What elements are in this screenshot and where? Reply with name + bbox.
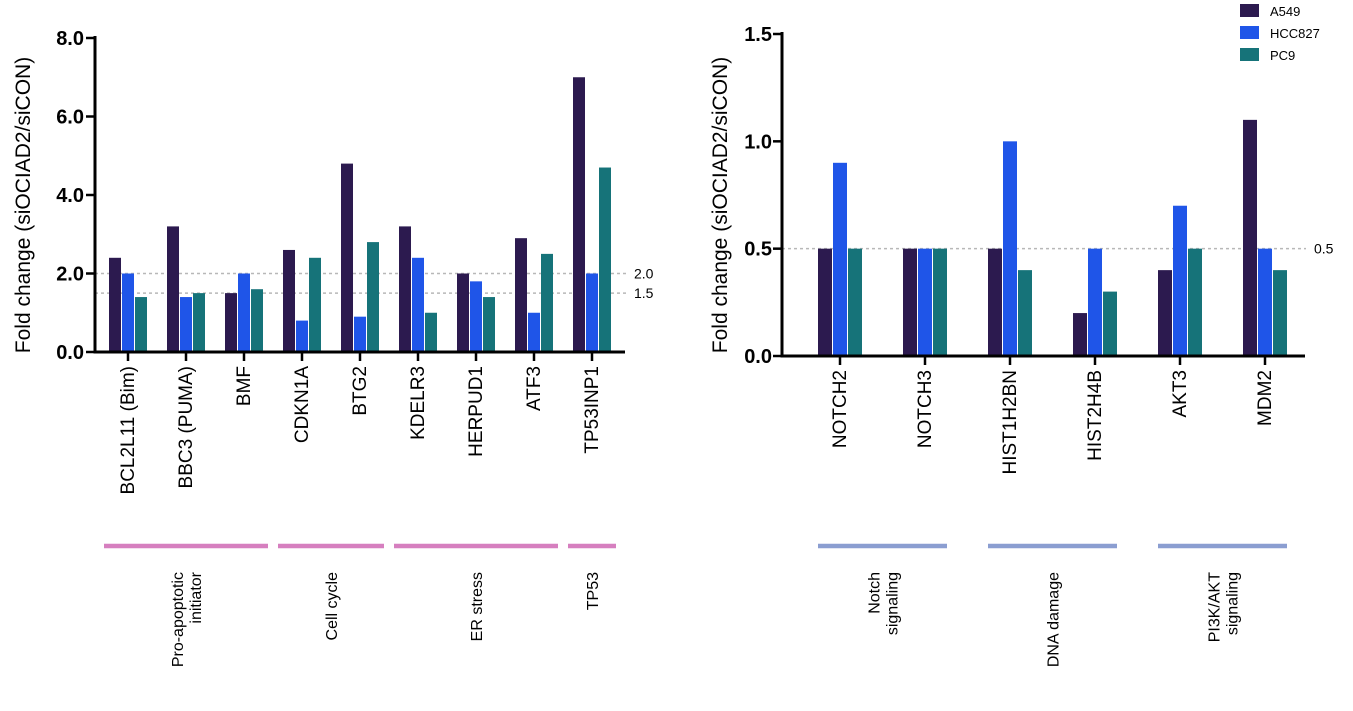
x-tick-label: BBC3 (PUMA): [176, 366, 197, 488]
y-tick-label: 2.0: [56, 264, 84, 286]
bar-pc9: [193, 293, 205, 352]
bar-a549: [988, 248, 1002, 356]
legend-label: A549: [1270, 4, 1300, 19]
legend-label: HCC827: [1270, 26, 1320, 41]
y-tick-label: 4.0: [56, 185, 84, 207]
x-tick-label: HIST2H4B: [1085, 370, 1106, 461]
bar-hcc827: [296, 320, 308, 352]
bar-pc9: [425, 312, 437, 352]
x-tick-label: BMF: [234, 366, 255, 406]
x-tick-label: BCL2L11 (Bim): [118, 366, 139, 494]
group-label: Pro-apoptotic: [170, 572, 187, 667]
bar-pc9: [251, 289, 263, 352]
bar-a549: [1158, 270, 1172, 356]
bar-pc9: [1018, 270, 1032, 356]
bar-hcc827: [1173, 205, 1187, 356]
bar-a549: [167, 226, 179, 352]
reference-line-label: 2.0: [634, 266, 654, 282]
bar-a549: [818, 248, 832, 356]
bar-a549: [399, 226, 411, 352]
x-tick-label: HERPUD1: [466, 366, 487, 457]
group-label: PI3K/AKT: [1207, 572, 1224, 642]
x-tick-label: BTG2: [350, 366, 371, 416]
bar-hcc827: [470, 281, 482, 352]
x-tick-label: NOTCH2: [830, 370, 851, 448]
bar-a549: [225, 293, 237, 352]
bar-hcc827: [586, 273, 598, 352]
y-tick-label: 0.0: [56, 342, 84, 364]
x-tick-label: KDELR3: [408, 366, 429, 440]
bar-pc9: [1273, 270, 1287, 356]
bar-hcc827: [180, 297, 192, 352]
bar-hcc827: [1003, 141, 1017, 356]
group-label: signaling: [885, 572, 902, 635]
bar-pc9: [933, 248, 947, 356]
bar-hcc827: [354, 316, 366, 352]
bar-a549: [283, 249, 295, 352]
bar-pc9: [483, 297, 495, 352]
y-tick-label: 6.0: [56, 107, 84, 129]
legend-label: PC9: [1270, 48, 1295, 63]
bar-pc9: [367, 242, 379, 352]
y-axis-label: Fold change (siOCIAD2/siCON): [709, 57, 732, 353]
x-tick-label: AKT3: [1170, 370, 1191, 418]
legend-swatch-hcc827: [1240, 26, 1259, 39]
group-label: signaling: [1225, 572, 1242, 635]
legend-swatch-a549: [1240, 4, 1259, 17]
x-tick-label: ATF3: [524, 366, 545, 411]
y-tick-label: 0.5: [744, 239, 772, 261]
bar-a549: [1243, 119, 1257, 356]
group-label: Notch: [867, 572, 884, 614]
bar-a549: [515, 238, 527, 352]
x-tick-label: CDKN1A: [292, 366, 313, 443]
reference-line-label: 1.5: [634, 285, 654, 301]
bar-a549: [109, 257, 121, 352]
bar-pc9: [599, 167, 611, 352]
bar-hcc827: [833, 162, 847, 356]
group-label: initiator: [188, 571, 205, 623]
bar-hcc827: [528, 312, 540, 352]
bar-hcc827: [1258, 248, 1272, 356]
bar-pc9: [541, 253, 553, 352]
reference-line-label: 0.5: [1314, 241, 1334, 257]
x-tick-label: HIST1H2BN: [1000, 370, 1021, 475]
bar-hcc827: [1088, 248, 1102, 356]
y-axis-label: Fold change (siOCIAD2/siCON): [12, 57, 35, 353]
group-label: DNA damage: [1046, 572, 1063, 667]
bar-a549: [573, 77, 585, 352]
x-tick-label: NOTCH3: [915, 370, 936, 448]
bar-a549: [1073, 313, 1087, 356]
y-tick-label: 1.5: [744, 24, 772, 46]
bar-pc9: [1103, 291, 1117, 356]
bar-a549: [903, 248, 917, 356]
legend-swatch-pc9: [1240, 48, 1259, 61]
bar-a549: [341, 163, 353, 352]
bar-hcc827: [918, 248, 932, 356]
bar-pc9: [135, 297, 147, 352]
bar-hcc827: [412, 257, 424, 352]
bar-a549: [457, 273, 469, 352]
y-tick-label: 8.0: [56, 28, 84, 50]
bar-pc9: [309, 257, 321, 352]
bar-pc9: [1188, 248, 1202, 356]
bar-hcc827: [122, 273, 134, 352]
group-label: TP53: [585, 572, 602, 610]
bar-pc9: [848, 248, 862, 356]
x-tick-label: TP53INP1: [582, 366, 603, 454]
y-tick-label: 0.0: [744, 346, 772, 368]
group-label: ER stress: [469, 572, 486, 641]
y-tick-label: 1.0: [744, 131, 772, 153]
group-label: Cell cycle: [324, 572, 341, 641]
x-tick-label: MDM2: [1255, 370, 1276, 426]
bar-hcc827: [238, 273, 250, 352]
